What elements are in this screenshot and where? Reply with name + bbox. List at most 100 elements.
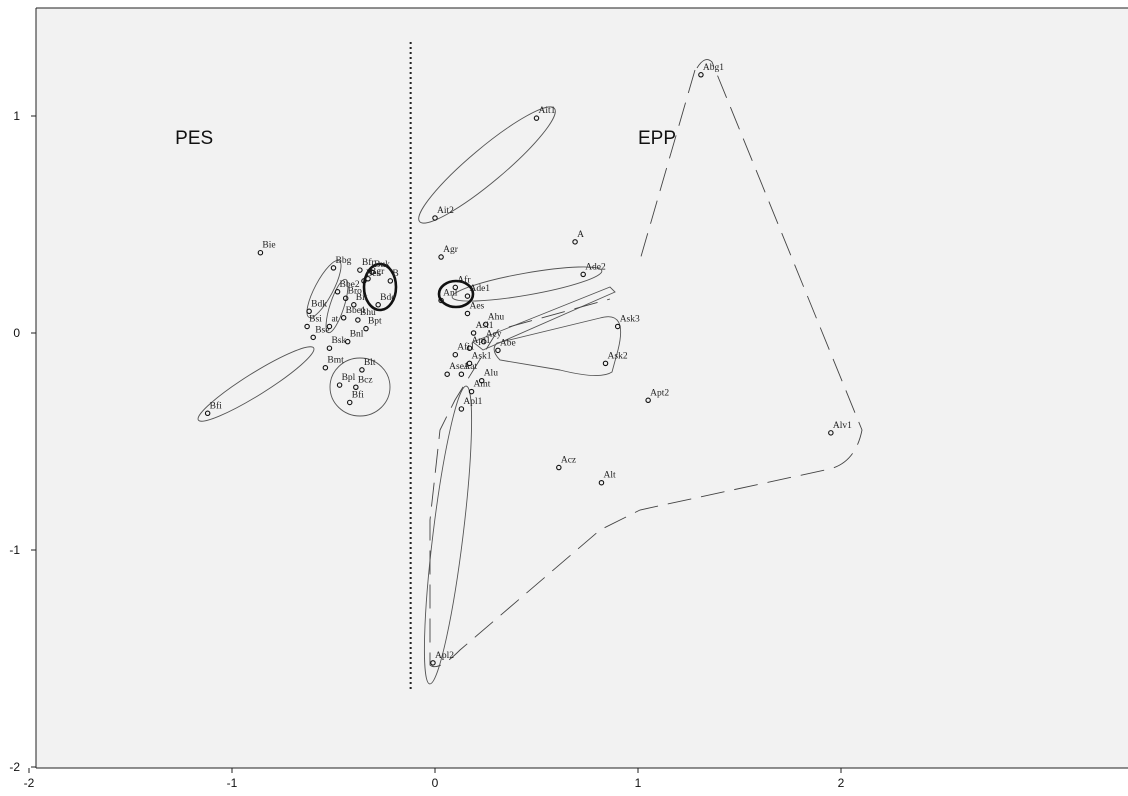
y-tick-label: 0 (13, 326, 20, 340)
point-label: A (577, 230, 584, 240)
point-label: Buk (374, 260, 390, 270)
y-ticks: -2 -1 0 1 (9, 109, 36, 774)
group-ellipse-bbg (306, 259, 342, 319)
point-label: B (392, 269, 398, 279)
x-tick-label: 0 (432, 776, 439, 790)
data-point (204, 410, 211, 417)
data-point (452, 284, 459, 291)
data-point (614, 323, 621, 330)
data-point (322, 364, 329, 371)
data-point (336, 382, 343, 388)
point-label: Bro (348, 286, 363, 296)
data-point (304, 323, 310, 330)
data-point (432, 215, 438, 221)
data-point (698, 72, 704, 78)
group-ellipse-apl (423, 385, 473, 685)
point-label: Asi1 (476, 321, 494, 331)
data-point (466, 360, 473, 367)
point-label: Bpl (342, 373, 356, 383)
point-label: Ask1 (472, 351, 492, 361)
data-point (375, 302, 381, 308)
region-labels: PES EPP (175, 128, 676, 149)
data-point (346, 399, 353, 406)
point-label: Bfi (210, 400, 223, 411)
data-point (464, 293, 471, 299)
region-label: EPP (638, 128, 676, 149)
data-point (369, 269, 375, 275)
data-point (480, 338, 487, 345)
data-point (387, 278, 394, 284)
point-label: Bde (380, 293, 395, 303)
data-point (444, 371, 450, 377)
data-point (365, 275, 371, 282)
data-point (598, 479, 605, 486)
point-label: Alu (484, 369, 499, 379)
point-label: Ask3 (620, 314, 640, 324)
point-label: Aat (463, 362, 477, 372)
data-point (330, 265, 337, 271)
data-point (342, 295, 349, 302)
point-label: Bit (356, 293, 368, 303)
x-tick-label: -1 (227, 776, 238, 790)
point-label: Acz (561, 456, 576, 466)
data-point (572, 239, 578, 245)
y-tick-label: -1 (9, 543, 20, 557)
point-label: Bdk (311, 299, 327, 309)
data-point (645, 397, 651, 404)
point-label: Ade2 (585, 262, 606, 272)
group-outline-ask (493, 316, 622, 376)
data-point (357, 267, 363, 273)
x-ticks: -2 -1 0 1 2 (24, 768, 845, 790)
point-label: Alv1 (833, 421, 852, 431)
point-label: Bsk (331, 336, 346, 346)
point-label: Acy (486, 330, 502, 340)
point-label: Amt (474, 380, 491, 390)
point-label: Abg1 (703, 63, 724, 73)
group-ellipse-bold-afr (437, 279, 475, 309)
plot-area (36, 8, 1128, 768)
group-outlines (197, 106, 622, 685)
group-ellipse-bold-b (362, 262, 398, 312)
point-label: Ait2 (437, 206, 454, 216)
group-outline-afi (472, 286, 616, 351)
point-label: Alt (603, 471, 616, 481)
point-label: Afr (457, 274, 471, 285)
point-label: Apl1 (463, 397, 482, 407)
point-label: Apt2 (650, 388, 669, 398)
point-label: Ade1 (469, 284, 490, 294)
point-label: Blt (364, 358, 376, 368)
data-point (482, 321, 489, 328)
data-point (361, 278, 367, 284)
y-tick-label: -2 (9, 760, 20, 774)
point-label: Bbg (336, 256, 352, 266)
point-label: Bcz (358, 375, 373, 385)
group-ellipse-bfi (197, 346, 315, 422)
point-label: Apl2 (435, 651, 454, 661)
point-label: Aes (469, 301, 484, 311)
data-point (828, 430, 834, 436)
data-point (452, 351, 459, 358)
data-point (458, 371, 465, 377)
group-ellipse-bsk (329, 357, 391, 417)
data-point (310, 334, 316, 341)
point-label: Abe (500, 338, 516, 348)
data-point (580, 271, 586, 278)
data-point (257, 249, 264, 256)
group-ellipse-bbe (325, 278, 349, 334)
point-label: Ahu (488, 312, 505, 322)
x-tick-label: 2 (838, 776, 845, 790)
data-point (326, 323, 333, 330)
data-point (495, 347, 501, 354)
data-point (602, 360, 609, 367)
point-label: at (331, 314, 338, 324)
data-point (340, 315, 347, 321)
data-point (438, 254, 444, 260)
data-point (353, 384, 359, 390)
point-label: Ase1 (449, 362, 469, 372)
point-label: Bse (315, 325, 329, 335)
data-point (359, 367, 365, 373)
point-label: Ait1 (539, 106, 556, 116)
bold-outlines (362, 262, 475, 312)
point-label: Apt1 (472, 336, 491, 346)
